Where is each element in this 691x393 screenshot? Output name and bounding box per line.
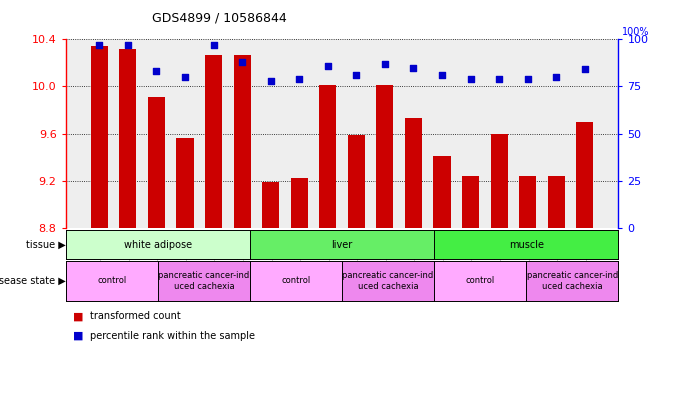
Point xyxy=(465,76,476,82)
Text: ■: ■ xyxy=(73,311,83,321)
Point xyxy=(208,42,219,48)
Point xyxy=(294,76,305,82)
Bar xyxy=(462,176,479,228)
Point xyxy=(94,42,105,48)
Point xyxy=(551,74,562,80)
Bar xyxy=(176,138,193,228)
Point xyxy=(322,62,333,69)
Text: transformed count: transformed count xyxy=(90,311,180,321)
Point xyxy=(522,76,533,82)
Text: pancreatic cancer-ind
uced cachexia: pancreatic cancer-ind uced cachexia xyxy=(343,271,434,291)
Point xyxy=(379,61,390,67)
Text: pancreatic cancer-ind
uced cachexia: pancreatic cancer-ind uced cachexia xyxy=(527,271,618,291)
Point xyxy=(579,66,590,73)
Text: liver: liver xyxy=(332,240,352,250)
Text: disease state ▶: disease state ▶ xyxy=(0,276,66,286)
Bar xyxy=(205,55,222,228)
Text: GDS4899 / 10586844: GDS4899 / 10586844 xyxy=(152,12,287,25)
Point xyxy=(151,68,162,75)
Point xyxy=(437,72,448,78)
Point xyxy=(408,64,419,71)
Point xyxy=(236,59,247,65)
Point xyxy=(122,42,133,48)
Text: control: control xyxy=(281,277,310,285)
Bar xyxy=(120,49,136,228)
Bar xyxy=(291,178,307,228)
Bar xyxy=(405,118,422,228)
Bar xyxy=(576,122,594,228)
Bar xyxy=(262,182,279,228)
Bar xyxy=(433,156,451,228)
Bar xyxy=(148,97,165,228)
Bar xyxy=(377,85,393,228)
Text: percentile rank within the sample: percentile rank within the sample xyxy=(90,331,255,341)
Bar xyxy=(319,85,337,228)
Bar xyxy=(519,176,536,228)
Text: muscle: muscle xyxy=(509,240,544,250)
Point xyxy=(180,74,191,80)
Point xyxy=(265,78,276,84)
Bar xyxy=(234,55,251,228)
Bar xyxy=(348,135,365,228)
Point xyxy=(493,76,504,82)
Text: tissue ▶: tissue ▶ xyxy=(26,240,66,250)
Text: control: control xyxy=(97,277,126,285)
Text: 100%: 100% xyxy=(622,28,650,37)
Bar xyxy=(491,134,508,228)
Text: control: control xyxy=(466,277,495,285)
Point xyxy=(351,72,362,78)
Bar xyxy=(91,46,108,228)
Text: pancreatic cancer-ind
uced cachexia: pancreatic cancer-ind uced cachexia xyxy=(158,271,249,291)
Text: ■: ■ xyxy=(73,331,83,341)
Bar xyxy=(548,176,565,228)
Text: white adipose: white adipose xyxy=(124,240,192,250)
